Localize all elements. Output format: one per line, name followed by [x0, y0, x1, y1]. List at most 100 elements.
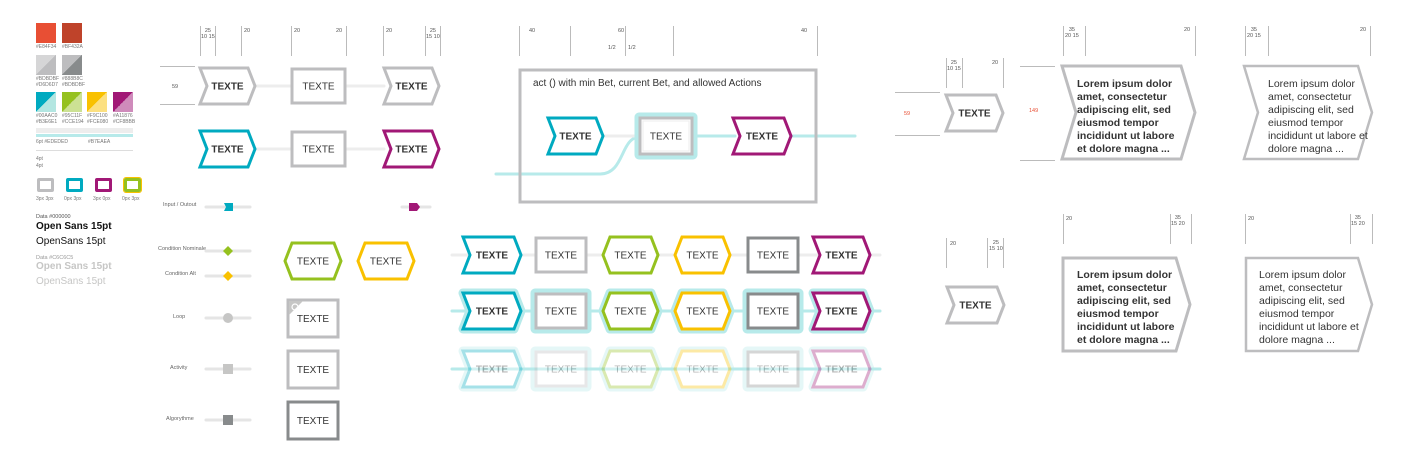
typo-bold-light-sample: Open Sans 15pt: [36, 261, 112, 272]
node-box: [810, 291, 872, 331]
dim-label: 25 15 10: [426, 28, 440, 40]
dim-label: 149: [1029, 108, 1039, 114]
swatch-teal: [36, 92, 56, 112]
swatch-label: #A11876 #CF8BBB: [113, 113, 136, 125]
node-label: TEXTE: [545, 251, 578, 262]
row-io-teal: TEXTE: [460, 235, 523, 275]
swatch-purple: [113, 92, 133, 112]
card-text-bold: Lorem ipsum dolor amet, consectetur adip…: [1077, 78, 1175, 155]
stroke-label: 3px 3px: [36, 196, 54, 202]
stroke-label: 0px 3px: [64, 196, 82, 202]
node-glow: [458, 346, 526, 392]
dim-label: 40: [529, 28, 536, 34]
node-box: [943, 93, 1005, 133]
node-box: [286, 349, 340, 390]
node-label: TEXTE: [958, 109, 991, 120]
io-node-grey: TEXTE: [381, 66, 441, 106]
node-label: TEXTE: [614, 365, 647, 376]
row-io-purple: TEXTE: [808, 346, 875, 392]
node-glow: [634, 112, 698, 160]
activity-node-grey: TEXTE: [290, 67, 347, 105]
row-algorythme-node: TEXTE: [746, 236, 800, 274]
dim-label: 20: [336, 28, 343, 34]
typo-data-label: Data #C6C6C5: [36, 255, 74, 261]
typo-data-label: Data #000000: [36, 214, 71, 220]
node-box: [810, 349, 872, 389]
node-label: TEXTE: [545, 365, 578, 376]
row-condition-yellow: TEXTE: [670, 346, 735, 392]
dim-label: 25 10 15: [947, 60, 961, 72]
spec-io-node: TEXTE: [943, 93, 1005, 133]
stroke-label: 3px 0px: [93, 196, 111, 202]
node-glow: [808, 346, 875, 392]
io-node-grey: TEXTE: [197, 66, 257, 106]
node-glow: [742, 288, 804, 334]
loop-marker: [223, 313, 233, 323]
dim-label: 40: [801, 28, 808, 34]
activity-node-grey: TEXTE: [290, 130, 347, 168]
node-box: [545, 116, 605, 156]
row-condition-green: TEXTE: [598, 346, 663, 392]
node-box: [638, 116, 694, 156]
card-text: Lorem ipsum dolor amet, consectetur adip…: [1268, 78, 1368, 155]
algorythme-marker: [223, 415, 233, 425]
stroke-label: 0px 3px: [122, 196, 140, 202]
node-label: TEXTE: [476, 251, 509, 262]
node-label: TEXTE: [825, 251, 858, 262]
node-label: TEXTE: [825, 365, 858, 376]
swatch-label: #BDBDBF #D6D6D7: [36, 76, 60, 88]
legend-loop-label: Loop: [173, 314, 186, 320]
node-box: [730, 116, 793, 156]
node-box: [673, 291, 732, 331]
pt-label: 4pt: [36, 163, 43, 169]
stroke-sample-grey: [37, 178, 54, 192]
dim-label: 20: [244, 28, 251, 34]
connector-curve: [599, 135, 641, 176]
node-label: TEXTE: [395, 145, 428, 156]
node-box: [286, 298, 340, 339]
node-label: TEXTE: [757, 251, 790, 262]
row-io-purple: TEXTE: [810, 235, 872, 275]
dim-label: 20: [1184, 27, 1191, 33]
dim-label: 35 15 20: [1351, 215, 1365, 227]
dim-label: 35 20 15: [1065, 27, 1079, 39]
stroke-sample-green-yellow: [123, 177, 142, 193]
row-io-teal: TEXTE: [458, 288, 526, 334]
activity-frame: [518, 68, 818, 204]
input-output-marker: [224, 203, 233, 211]
node-box: [381, 129, 441, 169]
node-inner-border: [642, 120, 690, 152]
swatch-label: #E84F34: [36, 44, 57, 50]
condition-node-yellow: TEXTE: [356, 241, 416, 281]
frame-io-teal: TEXTE: [545, 116, 605, 156]
node-label: TEXTE: [476, 307, 509, 318]
row-condition-green: TEXTE: [601, 235, 660, 275]
node-box: [746, 350, 800, 388]
bar-label: #B7EAEA: [88, 139, 111, 145]
node-box: [1242, 64, 1374, 161]
dim-label: 35 20 15: [1247, 27, 1261, 39]
node-box: [1061, 256, 1192, 353]
node-box: [746, 236, 800, 274]
dim-label: 35 15 20: [1171, 215, 1185, 227]
swatch-label: #00AAC0 #B3E6E1: [36, 113, 58, 125]
node-box: [460, 291, 523, 331]
node-box: [601, 235, 660, 275]
dim-label: 60: [618, 28, 625, 34]
io-node-purple: TEXTE: [381, 129, 441, 169]
lorem-card: [1242, 64, 1374, 161]
node-label: TEXTE: [302, 82, 335, 93]
node-label: TEXTE: [614, 307, 647, 318]
typo-bold-sample: Open Sans 15pt: [36, 221, 112, 232]
node-box: [746, 292, 800, 330]
node-glow: [742, 346, 804, 392]
node-label: TEXTE: [825, 307, 858, 318]
lorem-card-bold-bottom: [1061, 256, 1192, 353]
typo-regular-sample: OpenSans 15pt: [36, 236, 106, 247]
node-label: TEXTE: [395, 82, 428, 93]
activity-marker: [223, 364, 233, 374]
node-box: [290, 67, 347, 105]
node-box: [381, 66, 441, 106]
node-box: [197, 66, 257, 106]
